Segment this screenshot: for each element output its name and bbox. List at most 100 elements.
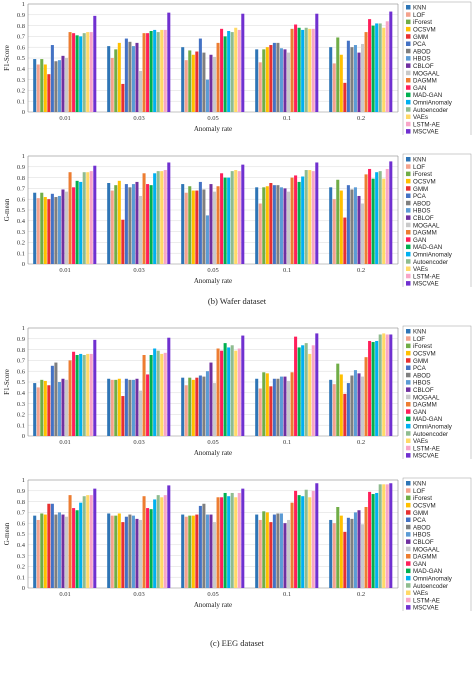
legend-swatch — [406, 597, 411, 603]
bar-gmm-0.03 — [121, 219, 125, 264]
bar-pca-0.1 — [272, 185, 276, 264]
legend-entry: MOGAAL — [413, 222, 440, 229]
bar-iforest-0.05 — [188, 515, 192, 588]
legend-swatch — [406, 19, 411, 25]
bar-mogaal-0.03 — [139, 195, 143, 264]
bar-gmm-0.05 — [195, 190, 199, 264]
bar-autoencoder-0.01 — [82, 355, 86, 436]
bar-abod-0.01 — [54, 362, 58, 436]
bar-hbos-0.01 — [57, 195, 61, 264]
x-tick-label: 0.1 — [283, 267, 291, 274]
legend-entry: MAD-GAN — [413, 568, 442, 575]
legend-swatch — [406, 70, 411, 76]
y-tick-label: 1 — [22, 153, 25, 160]
legend-swatch — [406, 510, 411, 515]
bar-gmm-0.01 — [47, 74, 51, 112]
bar-knn-0.01 — [33, 59, 37, 112]
y-tick-label: 0.2 — [17, 240, 25, 247]
legend-swatch — [406, 546, 411, 552]
bar-abod-0.01 — [54, 197, 58, 264]
bar-dagmm-0.2 — [364, 507, 368, 588]
y-tick-label: 0.5 — [17, 531, 25, 538]
bar-iforest-0.03 — [114, 515, 118, 588]
y-tick-label: 0.1 — [17, 98, 25, 105]
legend-swatch — [406, 431, 411, 436]
bar-omnianomaly-0.1 — [301, 345, 305, 436]
bar-hbos-0.01 — [57, 60, 61, 112]
bar-pca-0.1 — [272, 378, 276, 436]
bar-autoencoder-0.01 — [82, 496, 86, 588]
bar-lof-0.05 — [184, 385, 188, 436]
chart-wafer-f1-score: 0 0.1 0.2 0.3 0.4 0.5 0.6 0.7 0.8 0.9 1 0.01 0.03 0.0… — [3, 1, 472, 135]
bar-omnianomaly-0.03 — [153, 348, 157, 436]
bar-gan-0.01 — [72, 351, 76, 436]
bar-omnianomaly-0.01 — [79, 353, 83, 436]
bar-omnianomaly-0.2 — [375, 23, 379, 112]
y-axis-label: F1-Score — [3, 45, 11, 71]
bar-omnianomaly-0.2 — [375, 172, 379, 264]
bar-gan-0.2 — [368, 168, 372, 264]
x-axis-label: Anomaly rate — [194, 125, 232, 133]
bar-omnianomaly-0.1 — [301, 176, 305, 264]
bar-pca-0.03 — [124, 516, 128, 588]
bar-ocsvm-0.1 — [265, 47, 269, 113]
bar-lstm-ae-0.05 — [237, 29, 241, 113]
x-axis-label: Anomaly rate — [194, 277, 232, 285]
bar-mscvae-0.05 — [241, 488, 245, 588]
bar-lstm-ae-0.2 — [385, 21, 389, 113]
legend-entry: VAEs — [413, 114, 428, 121]
bar-ocsvm-0.05 — [191, 54, 195, 112]
legend-frame — [402, 153, 472, 287]
bar-autoencoder-0.1 — [304, 489, 308, 588]
x-tick-label: 0.2 — [357, 591, 365, 598]
legend-entry: KNN — [413, 5, 426, 12]
bar-mogaal-0.05 — [213, 56, 217, 112]
bar-dagmm-0.05 — [216, 497, 220, 588]
bar-pca-0.2 — [346, 185, 350, 264]
bar-iforest-0.1 — [262, 511, 266, 588]
legend-entry: DAGMM — [413, 402, 437, 409]
y-tick-label: 0.2 — [17, 412, 25, 419]
legend-entry: ABOD — [413, 48, 431, 55]
bar-iforest-0.2 — [336, 37, 340, 113]
bar-gan-0.05 — [220, 497, 224, 588]
bar-iforest-0.05 — [188, 377, 192, 436]
legend-swatch — [406, 372, 411, 378]
bar-mad-gan-0.03 — [149, 355, 153, 436]
bar-ocsvm-0.05 — [191, 190, 195, 264]
y-tick-label: 0.4 — [17, 218, 26, 225]
y-tick-label: 0.4 — [17, 390, 26, 397]
x-tick-label: 0.2 — [357, 115, 365, 122]
y-tick-label: 0.7 — [17, 34, 26, 41]
bar-lstm-ae-0.01 — [89, 353, 93, 436]
bar-iforest-0.03 — [114, 49, 118, 112]
bar-omnianomaly-0.1 — [301, 496, 305, 588]
bar-autoencoder-0.01 — [82, 33, 86, 112]
bar-autoencoder-0.2 — [378, 484, 382, 588]
legend-entry: MOGAAL — [413, 546, 440, 553]
bar-mscvae-0.1 — [315, 162, 319, 264]
bar-pca-0.01 — [50, 193, 54, 264]
bar-omnianomaly-0.1 — [301, 29, 305, 113]
legend-swatch — [406, 193, 411, 198]
bar-ocsvm-0.01 — [43, 514, 47, 588]
bar-hbos-0.1 — [279, 187, 283, 264]
bar-mad-gan-0.03 — [149, 31, 153, 112]
bar-ocsvm-0.2 — [339, 190, 343, 264]
y-tick-label: 0.7 — [17, 510, 26, 517]
bar-pca-0.05 — [198, 38, 202, 113]
bar-knn-0.2 — [329, 187, 333, 264]
bar-lof-0.1 — [258, 203, 262, 264]
legend-swatch — [406, 343, 411, 349]
bar-mscvae-0.01 — [93, 488, 97, 588]
legend-swatch — [406, 92, 411, 98]
y-tick-label: 0.6 — [17, 520, 26, 527]
bar-lof-0.05 — [184, 60, 188, 112]
bar-lstm-ae-0.1 — [311, 171, 315, 264]
legend-entry: DAGMM — [413, 554, 437, 561]
bar-lof-0.1 — [258, 519, 262, 588]
legend-swatch — [406, 568, 411, 574]
y-tick-label: 0.1 — [17, 574, 25, 581]
bar-vaes-0.2 — [382, 484, 386, 588]
